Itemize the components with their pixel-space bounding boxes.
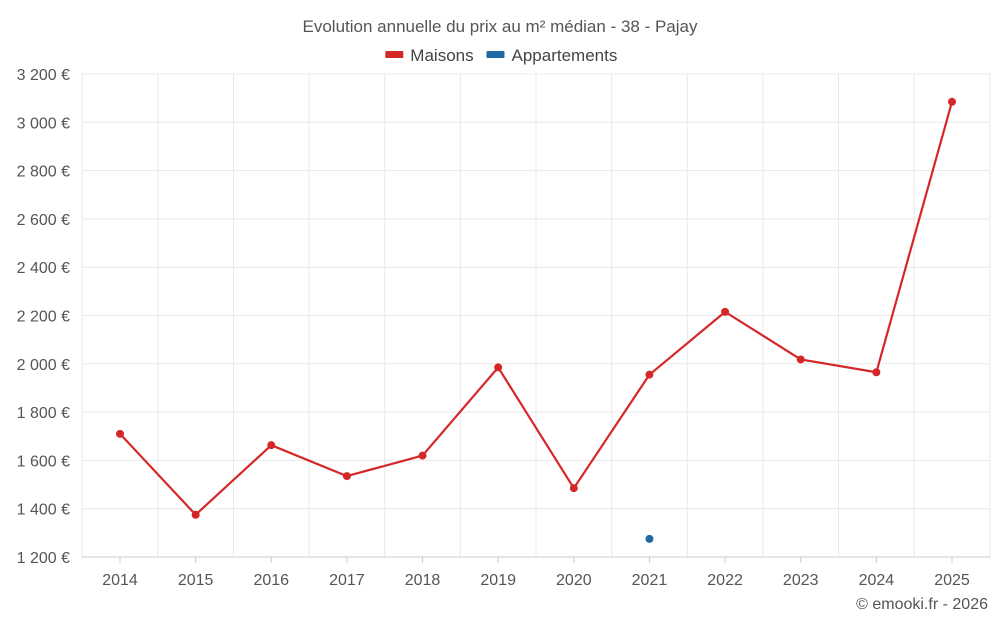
data-point[interactable] xyxy=(116,429,124,438)
x-tick-label: 2018 xyxy=(405,572,441,589)
data-point[interactable] xyxy=(645,534,654,543)
y-tick-label: 2 600 € xyxy=(17,212,70,229)
y-tick-label: 2 800 € xyxy=(17,164,70,181)
legend-item-appartements[interactable]: Appartements xyxy=(486,46,618,65)
data-point[interactable] xyxy=(494,363,503,372)
axes: 1 200 € 1 400 € 1 600 € 1 800 € 2 000 € 2 200… xyxy=(17,67,990,589)
x-tick-label: 2020 xyxy=(556,572,592,589)
x-tick-label: 2023 xyxy=(783,572,819,589)
legend-label: Appartements xyxy=(512,46,618,65)
data-point[interactable] xyxy=(342,472,351,481)
x-tick-label: 2016 xyxy=(253,572,289,589)
legend-swatch xyxy=(385,51,404,58)
series-line xyxy=(119,101,954,516)
data-point[interactable] xyxy=(721,307,730,316)
x-tick-label: 2017 xyxy=(329,572,365,589)
credit-text: © emooki.fr - 2026 xyxy=(856,596,988,613)
y-tick-label: 1 800 € xyxy=(17,405,70,422)
legend-swatch xyxy=(486,51,505,58)
y-tick-label: 2 400 € xyxy=(17,260,70,277)
data-point[interactable] xyxy=(267,441,276,450)
data-point[interactable] xyxy=(569,484,578,493)
grid xyxy=(81,73,991,558)
legend-item-maisons[interactable]: Maisons xyxy=(385,46,474,65)
series-appartements xyxy=(645,534,654,543)
data-point[interactable] xyxy=(645,370,654,379)
x-tick-label: 2019 xyxy=(480,572,516,589)
data-point[interactable] xyxy=(191,510,200,519)
x-tick-label: 2021 xyxy=(632,572,668,589)
x-tick-label: 2014 xyxy=(102,572,138,589)
y-tick-label: 3 200 € xyxy=(17,67,70,84)
data-point[interactable] xyxy=(872,368,881,377)
y-tick-label: 3 000 € xyxy=(17,115,70,132)
legend-label: Maisons xyxy=(410,46,473,65)
data-point[interactable] xyxy=(796,355,805,364)
y-tick-label: 1 600 € xyxy=(17,453,70,470)
x-tick-label: 2025 xyxy=(934,572,970,589)
y-tick-label: 1 200 € xyxy=(17,550,70,567)
y-tick-label: 1 400 € xyxy=(17,502,70,519)
data-point[interactable] xyxy=(948,97,956,106)
x-tick-label: 2024 xyxy=(859,572,895,589)
series-maisons xyxy=(116,97,956,519)
y-tick-label: 2 000 € xyxy=(17,357,70,374)
x-tick-label: 2022 xyxy=(707,572,743,589)
x-tick-label: 2015 xyxy=(178,572,214,589)
y-tick-label: 2 200 € xyxy=(17,309,70,326)
legend: Maisons Appartements xyxy=(385,46,617,65)
chart-title: Evolution annuelle du prix au m² médian … xyxy=(303,17,698,36)
series xyxy=(116,97,956,543)
data-point[interactable] xyxy=(418,451,427,460)
